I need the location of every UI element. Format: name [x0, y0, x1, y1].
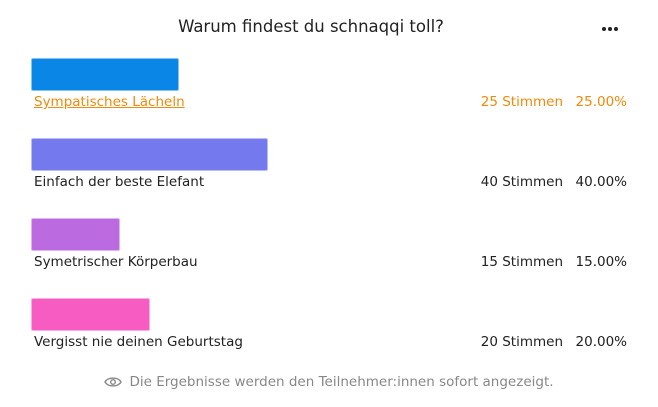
poll-option-votes: 25 Stimmen — [480, 94, 563, 110]
poll-option-bar — [31, 138, 268, 171]
eye-icon — [104, 377, 123, 387]
poll-option-bar — [31, 58, 179, 91]
poll-option[interactable]: Vergisst nie deinen Geburtstag 20 Stimme… — [31, 298, 627, 358]
poll-option-votes: 20 Stimmen — [480, 334, 563, 350]
more-dot — [608, 27, 612, 31]
poll-option-percent: 40.00% — [575, 174, 627, 190]
poll-option-percent: 25.00% — [575, 94, 627, 110]
results-visibility-note: Die Ergebnisse werden den Teilnehmer:inn… — [0, 374, 658, 390]
poll-title: Warum findest du schnaqqi toll? — [178, 17, 444, 36]
poll-option-bar — [31, 298, 150, 331]
results-visibility-text: Die Ergebnisse werden den Teilnehmer:inn… — [129, 374, 554, 390]
poll-option-votes: 40 Stimmen — [480, 174, 563, 190]
poll-option-percent: 15.00% — [575, 254, 627, 270]
more-options-button[interactable] — [598, 20, 622, 38]
poll-option-percent: 20.00% — [575, 334, 627, 350]
poll-option[interactable]: Symetrischer Körperbau 15 Stimmen 15.00% — [31, 218, 627, 278]
poll-option-label[interactable]: Vergisst nie deinen Geburtstag — [34, 334, 243, 350]
poll-option-votes: 15 Stimmen — [480, 254, 563, 270]
more-dot — [602, 27, 606, 31]
poll-option-label[interactable]: Symetrischer Körperbau — [34, 254, 198, 270]
poll-option[interactable]: Einfach der beste Elefant 40 Stimmen 40.… — [31, 138, 627, 198]
poll-option-label[interactable]: Einfach der beste Elefant — [34, 174, 205, 190]
more-dot — [614, 27, 618, 31]
poll-option-bar — [31, 218, 120, 251]
poll-option[interactable]: Sympatisches Lächeln 25 Stimmen 25.00% — [31, 58, 627, 118]
poll-option-label[interactable]: Sympatisches Lächeln — [34, 94, 185, 110]
